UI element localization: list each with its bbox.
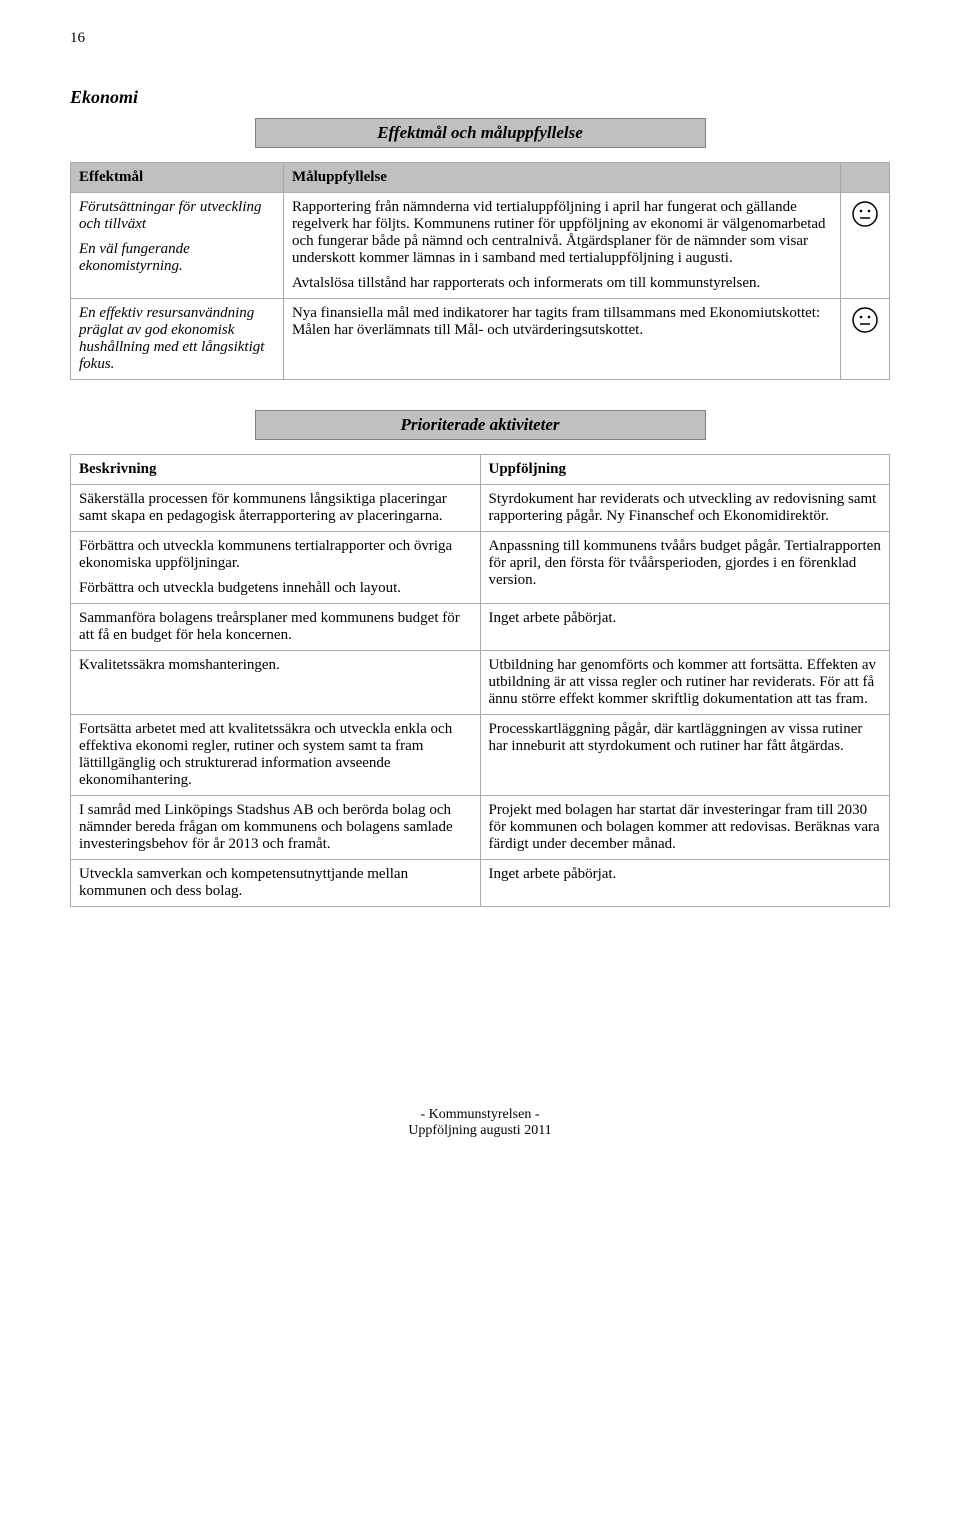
prio-table: Beskrivning Uppföljning Säkerställa proc… xyxy=(70,454,890,907)
prio-row: Utveckla samverkan och kompetensutnyttja… xyxy=(71,860,890,907)
effekt-header-icon xyxy=(840,163,889,193)
effekt-text: En effektiv resursanvändning präglat av … xyxy=(79,305,275,373)
prio-cell-right: Inget arbete påbörjat. xyxy=(480,604,890,651)
neutral-face-icon xyxy=(852,201,878,227)
prio-cell-right: Utbildning har genomförts och kommer att… xyxy=(480,651,890,715)
prio-cell-left: Förbättra och utveckla kommunens tertial… xyxy=(71,532,481,604)
prio-cell-left: Sammanföra bolagens treårsplaner med kom… xyxy=(71,604,481,651)
effekt-header-2: Måluppfyllelse xyxy=(283,163,840,193)
prio-row: I samråd med Linköpings Stadshus AB och … xyxy=(71,796,890,860)
prio-text: Kvalitetssäkra momshanteringen. xyxy=(79,657,472,674)
prio-cell-right: Inget arbete påbörjat. xyxy=(480,860,890,907)
effekt-text: En väl fungerande ekonomistyrning. xyxy=(79,241,275,275)
effekt-icon-cell xyxy=(840,299,889,380)
prio-text: Förbättra och utveckla kommunens tertial… xyxy=(79,538,472,572)
prio-row: Kvalitetssäkra momshanteringen. Utbildni… xyxy=(71,651,890,715)
prio-text: Säkerställa processen för kommunens lång… xyxy=(79,491,472,525)
prio-text: Utbildning har genomförts och kommer att… xyxy=(489,657,882,708)
effekt-cell-left: En effektiv resursanvändning präglat av … xyxy=(71,299,284,380)
prio-row: Säkerställa processen för kommunens lång… xyxy=(71,485,890,532)
effekt-cell-right: Rapportering från nämnderna vid tertialu… xyxy=(283,193,840,299)
prio-cell-right: Projekt med bolagen har startat där inve… xyxy=(480,796,890,860)
subsection-bar-2: Prioriterade aktiviteter xyxy=(255,410,706,440)
prio-row: Fortsätta arbetet med att kvalitetssäkra… xyxy=(71,715,890,796)
section-title: Ekonomi xyxy=(70,87,890,108)
effekt-text: Rapportering från nämnderna vid tertialu… xyxy=(292,199,832,267)
effekt-text: Förutsättningar för utveckling och tillv… xyxy=(79,199,275,233)
prio-cell-left: I samråd med Linköpings Stadshus AB och … xyxy=(71,796,481,860)
prio-cell-left: Fortsätta arbetet med att kvalitetssäkra… xyxy=(71,715,481,796)
prio-cell-right: Anpassning till kommunens tvåårs budget … xyxy=(480,532,890,604)
prio-header-1: Beskrivning xyxy=(71,455,481,485)
prio-text: Sammanföra bolagens treårsplaner med kom… xyxy=(79,610,472,644)
effekt-header-1: Effektmål xyxy=(71,163,284,193)
prio-text: Inget arbete påbörjat. xyxy=(489,610,882,627)
effekt-text: Nya finansiella mål med indikatorer har … xyxy=(292,305,832,339)
prio-header-2: Uppföljning xyxy=(480,455,890,485)
prio-text: Inget arbete påbörjat. xyxy=(489,866,882,883)
effekt-table: Effektmål Måluppfyllelse Förutsättningar… xyxy=(70,162,890,380)
effekt-cell-right: Nya finansiella mål med indikatorer har … xyxy=(283,299,840,380)
prio-text: I samråd med Linköpings Stadshus AB och … xyxy=(79,802,472,853)
prio-row: Sammanföra bolagens treårsplaner med kom… xyxy=(71,604,890,651)
prio-text: Processkartläggning pågår, där kartläggn… xyxy=(489,721,882,755)
prio-row: Förbättra och utveckla kommunens tertial… xyxy=(71,532,890,604)
page-number: 16 xyxy=(70,30,890,47)
prio-text: Projekt med bolagen har startat där inve… xyxy=(489,802,882,853)
prio-text: Anpassning till kommunens tvåårs budget … xyxy=(489,538,882,589)
effekt-row: Förutsättningar för utveckling och tillv… xyxy=(71,193,890,299)
prio-text: Förbättra och utveckla budgetens innehål… xyxy=(79,580,472,597)
prio-cell-left: Kvalitetssäkra momshanteringen. xyxy=(71,651,481,715)
prio-cell-right: Styrdokument har reviderats och utveckli… xyxy=(480,485,890,532)
footer-line-1: - Kommunstyrelsen - xyxy=(70,1107,890,1123)
prio-cell-left: Säkerställa processen för kommunens lång… xyxy=(71,485,481,532)
prio-cell-right: Processkartläggning pågår, där kartläggn… xyxy=(480,715,890,796)
effekt-cell-left: Förutsättningar för utveckling och tillv… xyxy=(71,193,284,299)
footer-line-2: Uppföljning augusti 2011 xyxy=(70,1123,890,1139)
prio-text: Styrdokument har reviderats och utveckli… xyxy=(489,491,882,525)
subsection-bar-1: Effektmål och måluppfyllelse xyxy=(255,118,706,148)
prio-text: Fortsätta arbetet med att kvalitetssäkra… xyxy=(79,721,472,789)
effekt-text: Avtalslösa tillstånd har rapporterats oc… xyxy=(292,275,832,292)
effekt-icon-cell xyxy=(840,193,889,299)
effekt-row: En effektiv resursanvändning präglat av … xyxy=(71,299,890,380)
prio-cell-left: Utveckla samverkan och kompetensutnyttja… xyxy=(71,860,481,907)
prio-text: Utveckla samverkan och kompetensutnyttja… xyxy=(79,866,472,900)
neutral-face-icon xyxy=(852,307,878,333)
page-footer: - Kommunstyrelsen - Uppföljning augusti … xyxy=(70,1107,890,1139)
